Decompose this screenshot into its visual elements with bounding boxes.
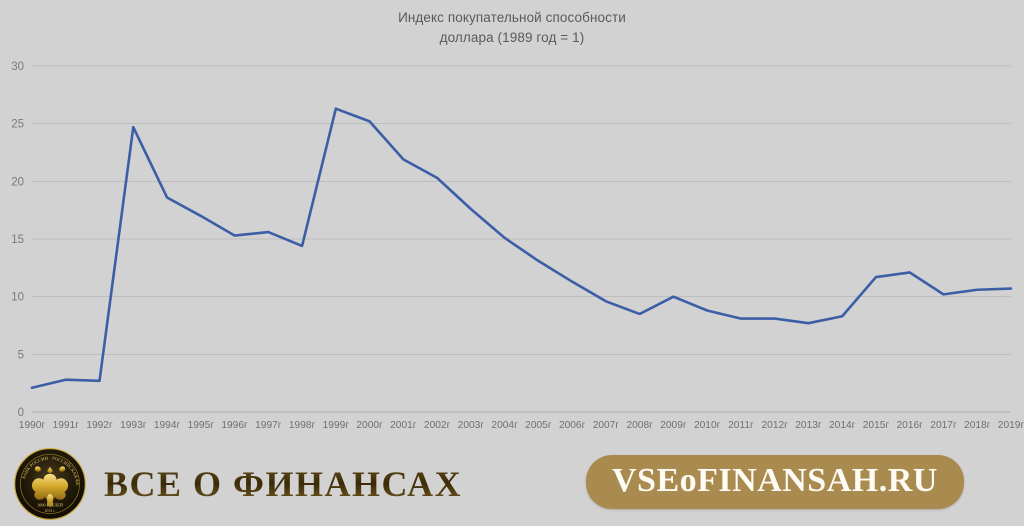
x-axis-tick-label: 2010г: [694, 420, 721, 431]
x-axis-tick-label: 1997г: [255, 420, 282, 431]
x-axis-tick-label: 2001г: [390, 420, 417, 431]
x-axis-tick-label: 2000г: [356, 420, 383, 431]
x-axis-tick-label: 2011г: [728, 420, 754, 431]
x-axis-ticks: 1990г 1991г 1992г 1993г 1994г 1995г 1996г 1997г…: [19, 420, 1024, 431]
x-axis-tick-label: 2013г: [795, 420, 822, 431]
site-url-text: VSEoFINANSAH.RU: [612, 462, 938, 499]
x-axis-tick-label: 2008г: [626, 420, 653, 431]
x-axis-tick-label: 2014г: [829, 420, 856, 431]
y-axis-ticks: 0 5 10 15 20 25 30: [11, 61, 24, 419]
svg-text:2014 г.: 2014 г.: [45, 509, 56, 513]
x-axis-tick-label: 2016г: [897, 420, 924, 431]
x-axis-tick-label: 2017г: [930, 420, 957, 431]
y-axis-tick-label: 0: [18, 407, 24, 419]
chart-title: Индекс покупательной способности доллара…: [398, 10, 626, 45]
svg-text:1000 РУБЛЕЙ: 1000 РУБЛЕЙ: [37, 502, 63, 507]
y-axis-tick-label: 15: [11, 234, 24, 246]
x-axis-tick-label: 2007г: [593, 420, 620, 431]
x-axis-tick-label: 2015г: [863, 420, 890, 431]
y-axis-tick-label: 20: [11, 176, 24, 188]
x-axis-tick-label: 2004г: [491, 420, 518, 431]
gridlines-group: [32, 65, 1011, 413]
x-axis-tick-label: 1995г: [188, 420, 215, 431]
x-axis-tick-label: 1993г: [120, 420, 147, 431]
x-axis-tick-label: 2002г: [424, 420, 451, 431]
x-axis-tick-label: 1992г: [86, 420, 113, 431]
x-axis-tick-label: 2003г: [458, 420, 485, 431]
y-axis-tick-label: 25: [11, 119, 24, 131]
x-axis-tick-label: 1994г: [154, 420, 181, 431]
y-axis-tick-label: 5: [18, 349, 24, 361]
x-axis-tick-label: 2019г: [998, 420, 1024, 431]
brand-left-group: БАНК РОССИИ · РОССИЙСКАЯ ФЕДЕРАЦИЯ 1000 …: [14, 448, 462, 520]
x-axis-tick-label: 1996г: [221, 420, 248, 431]
x-axis-tick-label: 2009г: [660, 420, 687, 431]
footer-branding: БАНК РОССИИ · РОССИЙСКАЯ ФЕДЕРАЦИЯ 1000 …: [0, 440, 1024, 526]
y-axis-tick-label: 30: [11, 61, 24, 73]
x-axis-tick-label: 2012г: [761, 420, 788, 431]
site-url-badge[interactable]: VSEoFINANSAH.RU: [586, 455, 964, 509]
x-axis-tick-label: 1991г: [53, 420, 80, 431]
y-axis-tick-label: 10: [11, 292, 24, 304]
x-axis-tick-label: 2006г: [559, 420, 586, 431]
x-axis-tick-label: 2005г: [525, 420, 552, 431]
russian-coin-eagle-logo-icon: БАНК РОССИИ · РОССИЙСКАЯ ФЕДЕРАЦИЯ 1000 …: [14, 448, 86, 520]
brand-name-text: ВСЕ О ФИНАНСАХ: [104, 464, 463, 504]
x-axis-tick-label: 1998г: [289, 420, 316, 431]
x-axis-tick-label: 2018г: [964, 420, 991, 431]
x-axis-tick-label: 1999г: [323, 420, 350, 431]
data-series-line: [30, 107, 1013, 390]
x-axis-tick-label: 1990г: [19, 420, 46, 431]
